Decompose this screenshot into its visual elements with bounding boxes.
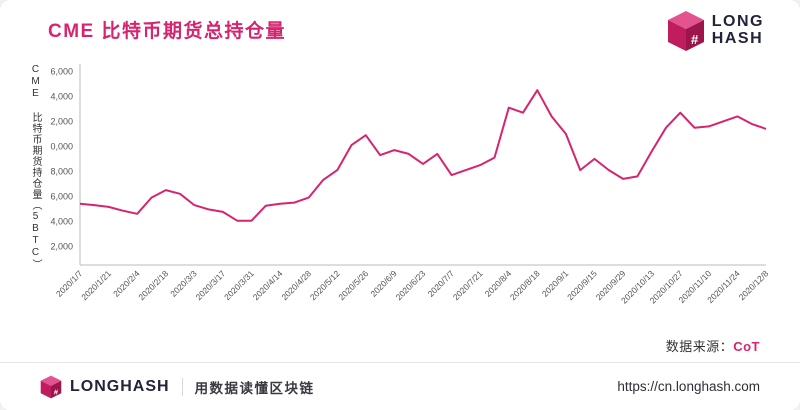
svg-text:6,000: 6,000 — [50, 191, 73, 201]
data-source-value: CoT — [733, 339, 760, 354]
data-source-label: 数据来源： — [665, 339, 734, 354]
svg-text:2020/12/8: 2020/12/8 — [737, 268, 771, 302]
longhash-logo: # LONG HASH — [667, 10, 764, 52]
svg-text:2020/9/15: 2020/9/15 — [565, 268, 599, 302]
svg-text:4,000: 4,000 — [50, 216, 73, 226]
logo-wordmark: LONG HASH — [711, 13, 764, 48]
footer: # LONGHASH 用数据读懂区块链 https://cn.longhash.… — [0, 362, 800, 410]
footer-url[interactable]: https://cn.longhash.com — [617, 379, 760, 394]
svg-text:2020/3/17: 2020/3/17 — [193, 268, 227, 302]
svg-text:12,000: 12,000 — [50, 116, 73, 126]
logo-word-hash: HASH — [711, 30, 764, 47]
svg-text:2020/1/21: 2020/1/21 — [79, 268, 113, 302]
data-source: 数据来源：CoT — [666, 336, 760, 355]
svg-text:2020/2/18: 2020/2/18 — [136, 268, 170, 302]
svg-text:2020/5/12: 2020/5/12 — [308, 268, 342, 302]
footer-brand: LONGHASH — [70, 377, 170, 395]
svg-text:14,000: 14,000 — [50, 92, 73, 102]
svg-text:2020/3/31: 2020/3/31 — [222, 268, 256, 302]
svg-text:10,000: 10,000 — [50, 141, 73, 151]
svg-text:16,000: 16,000 — [50, 67, 73, 77]
longhash-cube-icon-small: # — [40, 375, 62, 398]
footer-brand-group: # LONGHASH 用数据读懂区块链 — [40, 375, 315, 399]
y-axis-label: CME 比特币期货持仓量（5BTC） — [30, 64, 41, 270]
svg-text:#: # — [54, 387, 58, 396]
logo-word-long: LONG — [711, 13, 764, 31]
svg-text:#: # — [691, 32, 699, 47]
footer-tagline: 用数据读懂区块链 — [194, 380, 315, 396]
page-title: CME 比特币期货总持仓量 — [48, 21, 287, 42]
svg-text:8,000: 8,000 — [50, 166, 73, 176]
svg-text:2020/6/23: 2020/6/23 — [394, 268, 428, 302]
svg-text:2020/4/14: 2020/4/14 — [251, 268, 285, 302]
open-interest-line-chart: 2,000 4,000 6,000 8,000 10,000 12,000 14,000 16… — [50, 64, 771, 305]
svg-text:2020/5/26: 2020/5/26 — [336, 268, 370, 302]
svg-text:2020/8/18: 2020/8/18 — [508, 268, 542, 302]
svg-text:2020/4/28: 2020/4/28 — [279, 268, 313, 302]
svg-text:2,000: 2,000 — [50, 241, 73, 251]
longhash-cube-icon: # — [667, 11, 704, 51]
footer-divider — [181, 377, 183, 396]
svg-text:2020/7/21: 2020/7/21 — [451, 268, 485, 302]
